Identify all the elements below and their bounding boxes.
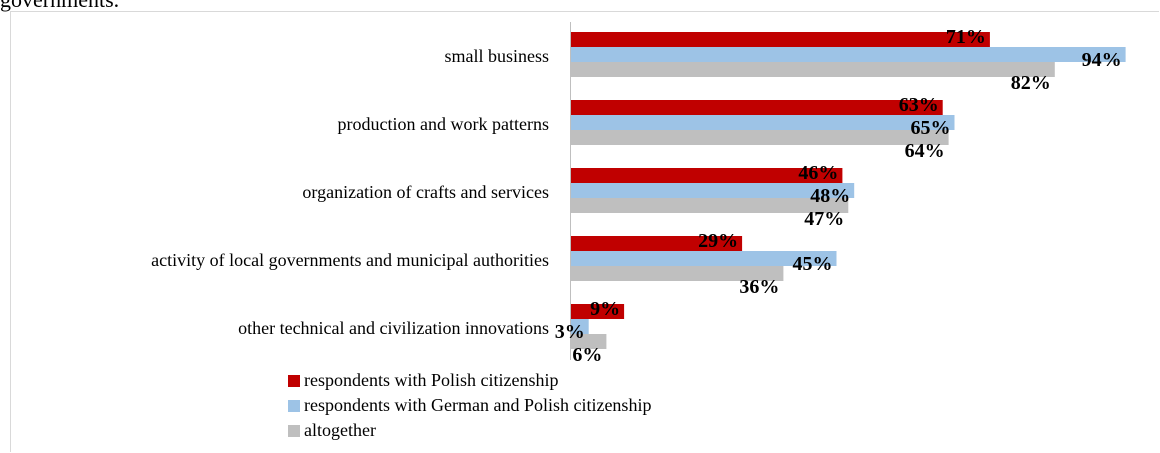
data-label: 29% [698,230,738,252]
category-label: activity of local governments and munici… [151,250,549,270]
bar-series-1 [571,115,955,130]
data-label: 46% [798,162,838,184]
legend: respondents with Polish citizenship resp… [288,368,651,443]
data-label: 82% [1011,72,1051,94]
data-label: 48% [810,185,850,207]
data-label: 71% [946,26,986,48]
data-label: 63% [899,94,939,116]
data-label: 94% [1082,49,1122,71]
bar-series-1 [571,47,1126,62]
bar-series-2 [571,62,1055,77]
legend-swatch-german-polish [288,400,300,412]
data-label: 47% [804,208,844,230]
bar-series-0 [571,168,843,183]
chart-frame [10,11,1159,452]
bar-series-0 [571,304,625,319]
legend-label: respondents with Polish citizenship [304,370,559,390]
bar-series-1 [571,251,837,266]
data-label: 64% [905,140,945,162]
bar-series-2 [571,334,607,349]
legend-swatch-polish [288,375,300,387]
category-label: small business [444,46,549,66]
legend-swatch-altogether [288,425,300,437]
category-label: organization of crafts and services [302,182,549,202]
legend-label: respondents with German and Polish citiz… [304,395,652,415]
preceding-text-fragment: governments. [0,0,119,14]
data-label: 9% [590,298,620,320]
category-label: production and work patterns [338,114,549,134]
bar-series-1 [571,183,855,198]
bar-chart: small business production and work patter… [151,22,1126,366]
legend-item-german-polish: respondents with German and Polish citiz… [288,393,651,418]
data-label: 45% [793,253,833,275]
bar-series-0 [571,100,943,115]
bar-series-2 [571,130,949,145]
data-label: 36% [739,276,779,298]
bar-series-0 [571,236,743,251]
data-label: 65% [911,117,951,139]
bar-series-0 [571,32,990,47]
legend-item-polish: respondents with Polish citizenship [288,368,651,393]
data-label: 6% [572,344,602,366]
category-label: other technical and civilization innovat… [238,318,549,338]
legend-label: altogether [304,420,376,440]
bar-series-2 [571,266,784,281]
bar-series-2 [571,198,849,213]
bar-series-1 [571,319,589,334]
legend-item-altogether: altogether [288,418,651,443]
data-label: 3% [555,321,585,343]
